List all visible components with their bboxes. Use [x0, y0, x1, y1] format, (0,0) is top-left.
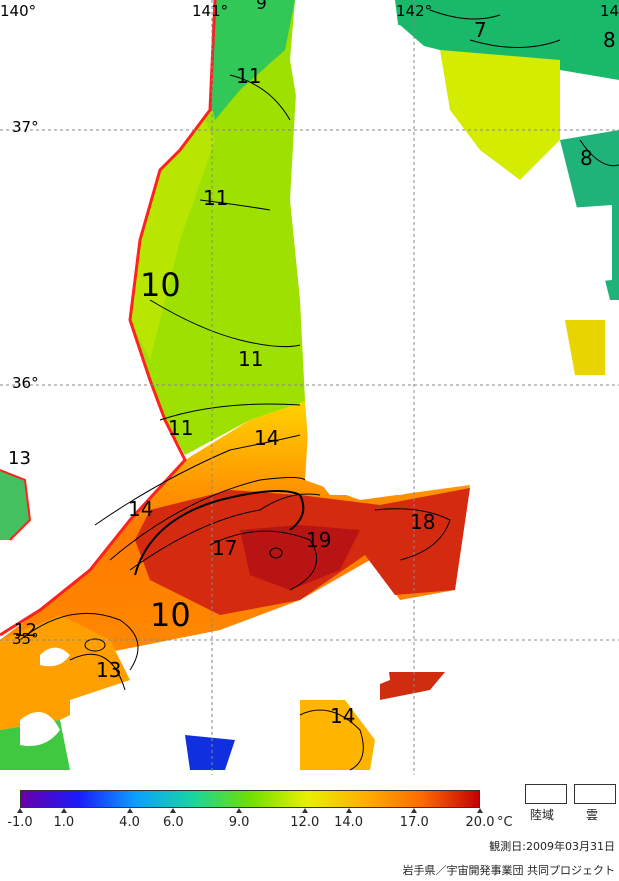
- contour-label: 14: [128, 497, 154, 521]
- land: [0, 0, 215, 635]
- sea-blue-patch: [185, 735, 235, 770]
- contour-label: 10: [150, 596, 191, 634]
- coastline-lake: [0, 469, 32, 541]
- cloud-legend-swatch: [574, 784, 616, 804]
- cloud-hole-2: [20, 712, 60, 746]
- land-legend-swatch: [525, 784, 567, 804]
- contour-label: 18: [410, 510, 436, 534]
- temperature-colorbar: [20, 790, 480, 808]
- graticule: [0, 0, 619, 775]
- sea-northeast-b: [440, 50, 560, 180]
- contour-label: 19: [306, 528, 332, 552]
- colorbar-tick-label: 20.0: [465, 815, 495, 830]
- sea-north: [130, 0, 310, 455]
- sea-northeast: [395, 0, 619, 80]
- credit-line: 岩手県／宇宙開発事業団 共同プロジェクト: [402, 864, 616, 877]
- land-lake: [0, 470, 30, 540]
- land-legend-label: 陸域: [530, 808, 555, 822]
- colorbar-tick-mark: [345, 808, 352, 813]
- lon-label-142: 142°: [396, 2, 433, 20]
- sea-kuroshio-core: [240, 525, 360, 590]
- cloud-mask-center: [290, 25, 610, 495]
- colorbar-tick-label: 6.0: [162, 815, 184, 830]
- lat-label-35: 35°: [12, 630, 39, 648]
- cloud-mask-southwest: [70, 600, 390, 770]
- contours: [19, 9, 619, 771]
- contour-label: 14: [330, 704, 356, 728]
- sea-south-patch: [300, 700, 375, 770]
- contour-label: 11: [238, 347, 264, 371]
- cloud-mask-south: [380, 580, 619, 775]
- contour-label: 10: [140, 266, 181, 304]
- contour-label: 8: [603, 28, 616, 52]
- colorbar-tick-label: -1.0: [7, 815, 33, 830]
- sea-north-top: [205, 0, 295, 120]
- contour-label: 11: [236, 64, 262, 88]
- sea-east-patch-b: [565, 320, 605, 375]
- sst-map-svg: [0, 0, 619, 775]
- contour-label: 12: [14, 620, 37, 641]
- cloud-mask-east: [540, 205, 612, 285]
- coastline: [0, 0, 217, 637]
- colorbar-tick-mark: [126, 808, 133, 813]
- cloud-hole-1: [40, 647, 70, 667]
- sea-nearshore: [130, 110, 215, 360]
- colorbar-tick-mark: [301, 808, 308, 813]
- lon-label-140: 140°: [0, 2, 37, 20]
- contour-label: 13: [8, 448, 31, 469]
- contour-label: 9: [256, 0, 267, 14]
- colorbar-tick-mark: [477, 808, 483, 813]
- lon-label-141: 141°: [192, 2, 229, 20]
- lon-label-143: 14: [600, 2, 619, 20]
- colorbar-tick-label: 1.0: [53, 815, 75, 830]
- contour-label: 14: [254, 426, 280, 450]
- colorbar-tick-mark: [60, 808, 67, 813]
- colorbar-tick-label: 17.0: [399, 815, 429, 830]
- colorbar-tick-mark: [411, 808, 418, 813]
- colorbar-tick-label: 9.0: [228, 815, 250, 830]
- sst-map: 37° 36° 35° 140° 141° 142° 14 9 7 8 11 1…: [0, 0, 619, 775]
- contour-label: 11: [168, 416, 194, 440]
- contour-label: 13: [96, 658, 122, 682]
- colorbar-tick-label: 4.0: [119, 815, 140, 830]
- contour-label: 7: [474, 18, 487, 42]
- colorbar-tick-mark: [236, 808, 243, 813]
- colorbar-tick-mark: [17, 808, 23, 813]
- contour-label: 8: [580, 146, 593, 170]
- colorbar-tick-mark: [170, 808, 177, 813]
- lat-label-37: 37°: [12, 118, 39, 136]
- contour-label: 17: [212, 536, 238, 560]
- cloud-legend-label: 雲: [586, 808, 599, 822]
- contour-label: 11: [203, 186, 229, 210]
- colorbar-tick-label: 14.0: [334, 815, 364, 830]
- lat-label-36: 36°: [12, 374, 39, 392]
- colorbar-tick-label: 12.0: [290, 815, 320, 830]
- observation-date: 観測日:2009年03月31日: [489, 840, 615, 853]
- colorbar-unit: °C: [497, 815, 513, 830]
